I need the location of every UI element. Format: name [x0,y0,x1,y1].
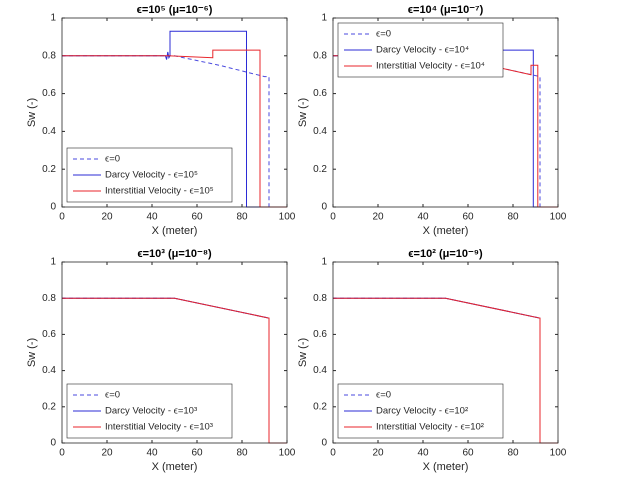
x-tick-label: 60 [462,448,474,459]
y-tick-label: 0.2 [313,401,327,412]
y-tick-label: 0.6 [313,329,327,340]
legend-label: ϵ=0 [105,390,120,401]
x-tick-label: 40 [417,212,429,223]
x-tick-label: 20 [101,448,113,459]
x-tick-label: 40 [417,448,429,459]
legend-label: Darcy Velocity - ϵ=10⁵ [105,170,198,181]
y-axis-label: Sw (-) [26,338,38,367]
y-tick-label: 0.2 [42,401,56,412]
y-tick-label: 0.6 [313,88,327,99]
subplot: 0 20 40 60 80 100 0 0.2 0.4 0.6 0.8 1 ϵ=10⁴ (μ=10⁻⁷)… [297,4,567,237]
x-axis-label: X (meter) [152,225,198,237]
x-tick-label: 40 [146,212,158,223]
axes-box [332,17,559,208]
legend-label: Darcy Velocity - ϵ=10³ [105,406,197,417]
x-tick-label: 100 [279,448,296,459]
x-tick-label: 20 [372,212,384,223]
y-tick-label: 0 [321,202,327,213]
y-tick-label: 0 [321,438,327,449]
x-tick-label: 80 [236,212,248,223]
chart-title: ϵ=10² (μ=10⁻⁹) [408,248,483,260]
axes-box [61,261,288,444]
y-tick-label: 0.4 [42,126,56,137]
x-axis-label: X (meter) [423,461,469,473]
y-tick-label: 0.8 [313,293,327,304]
legend-label: Darcy Velocity - ϵ=10⁴ [376,45,469,56]
axes-box [61,17,288,208]
y-tick-label: 0.2 [313,164,327,175]
y-tick-label: 0.8 [42,50,56,61]
y-tick-label: 0 [50,202,56,213]
x-tick-label: 80 [507,448,519,459]
x-tick-label: 60 [191,448,203,459]
y-axis-label: Sw (-) [26,98,38,127]
x-tick-label: 0 [59,212,65,223]
y-tick-label: 1 [321,257,327,268]
y-axis-label: Sw (-) [297,338,309,367]
y-tick-label: 1 [50,13,56,24]
chart-title: ϵ=10⁵ (μ=10⁻⁶) [137,4,213,16]
y-tick-label: 0.8 [42,293,56,304]
x-tick-label: 20 [101,212,113,223]
x-tick-label: 0 [59,448,65,459]
legend-label: Interstitial Velocity - ϵ=10² [376,422,484,433]
x-tick-label: 100 [279,212,296,223]
y-tick-label: 1 [321,13,327,24]
legend-label: Interstitial Velocity - ϵ=10⁴ [376,61,485,72]
subplot: 0 20 40 60 80 100 0 0.2 0.4 0.6 0.8 1 ϵ=10² (μ=10⁻⁹)… [297,248,567,473]
legend-label: ϵ=0 [376,390,391,401]
chart-title: ϵ=10³ (μ=10⁻⁸) [137,248,212,260]
x-tick-label: 40 [146,448,158,459]
x-axis-label: X (meter) [152,461,198,473]
y-tick-label: 0.6 [42,329,56,340]
x-tick-label: 0 [330,212,336,223]
axes-box [332,261,559,444]
x-tick-label: 100 [550,212,567,223]
x-tick-label: 80 [236,448,248,459]
y-tick-label: 0.4 [313,365,327,376]
legend-label: ϵ=0 [376,29,391,40]
legend-label: Interstitial Velocity - ϵ=10³ [105,422,213,433]
y-tick-label: 0.4 [313,126,327,137]
y-tick-label: 0.6 [42,88,56,99]
y-tick-label: 0.4 [42,365,56,376]
x-tick-label: 100 [550,448,567,459]
x-tick-label: 0 [330,448,336,459]
series-line [62,30,287,208]
x-tick-label: 60 [191,212,203,223]
legend-label: Darcy Velocity - ϵ=10² [376,406,468,417]
legend-label: Interstitial Velocity - ϵ=10⁵ [105,186,214,197]
x-tick-label: 80 [507,212,519,223]
y-tick-label: 0.2 [42,164,56,175]
x-tick-label: 60 [462,212,474,223]
y-axis-label: Sw (-) [297,98,309,127]
x-tick-label: 20 [372,448,384,459]
subplot: 0 20 40 60 80 100 0 0.2 0.4 0.6 0.8 1 ϵ=10³ (μ=10⁻⁸)… [26,248,296,473]
y-tick-label: 0.8 [313,50,327,61]
legend-label: ϵ=0 [105,154,120,165]
y-tick-label: 1 [50,257,56,268]
x-axis-label: X (meter) [423,225,469,237]
subplot: 0 20 40 60 80 100 0 0.2 0.4 0.6 0.8 1 ϵ=10⁵ (μ=10⁻⁶)… [26,4,296,237]
chart-title: ϵ=10⁴ (μ=10⁻⁷) [408,4,484,16]
y-tick-label: 0 [50,438,56,449]
